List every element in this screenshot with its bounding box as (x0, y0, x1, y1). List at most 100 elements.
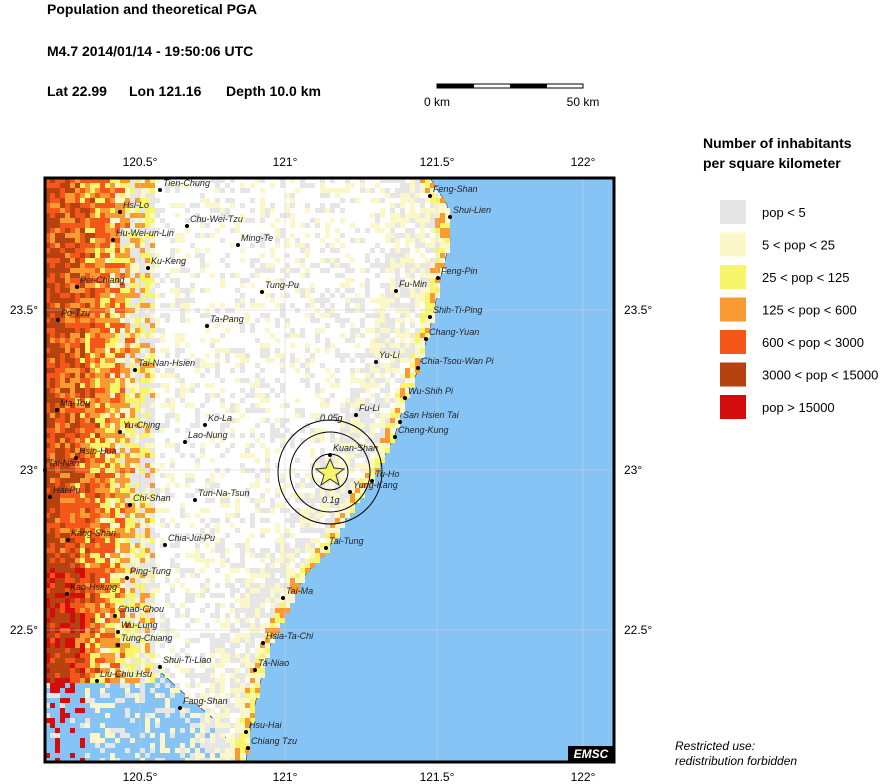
population-cell (205, 668, 210, 673)
population-cell (345, 178, 350, 183)
population-cell (130, 263, 135, 268)
population-cell (265, 653, 270, 658)
population-cell (125, 643, 130, 648)
population-cell (95, 473, 100, 478)
population-cell (285, 608, 290, 613)
population-cell (410, 363, 415, 368)
population-cell (160, 488, 165, 493)
population-cell (335, 533, 340, 538)
population-cell (240, 558, 245, 563)
population-cell (255, 618, 260, 623)
population-cell (400, 278, 405, 283)
population-cell (175, 533, 180, 538)
population-cell (95, 638, 100, 643)
population-cell (90, 473, 95, 478)
population-cell (140, 618, 145, 623)
population-cell (415, 298, 420, 303)
population-cell (290, 598, 295, 603)
city-dot (75, 285, 79, 289)
population-cell (205, 673, 210, 678)
population-cell (220, 718, 225, 723)
population-cell (105, 728, 110, 733)
population-cell (245, 633, 250, 638)
population-cell (330, 518, 335, 523)
population-cell (220, 683, 225, 688)
population-cell (180, 753, 185, 758)
population-cell (405, 358, 410, 363)
population-cell (90, 223, 95, 228)
population-cell (145, 538, 150, 543)
population-cell (45, 273, 50, 278)
population-cell (110, 488, 115, 493)
population-cell (115, 658, 120, 663)
population-cell (165, 403, 170, 408)
population-cell (60, 568, 65, 573)
population-cell (125, 448, 130, 453)
population-cell (405, 288, 410, 293)
population-cell (315, 528, 320, 533)
population-cell (410, 288, 415, 293)
population-cell (320, 238, 325, 243)
population-cell (150, 378, 155, 383)
population-cell (145, 573, 150, 578)
population-cell (180, 338, 185, 343)
population-cell (370, 433, 375, 438)
population-cell (125, 358, 130, 363)
population-cell (200, 633, 205, 638)
population-cell (60, 288, 65, 293)
population-cell (145, 458, 150, 463)
population-cell (190, 443, 195, 448)
population-cell (80, 263, 85, 268)
population-cell (250, 703, 255, 708)
population-cell (245, 703, 250, 708)
population-cell (80, 248, 85, 253)
population-cell (205, 758, 210, 762)
population-cell (135, 223, 140, 228)
population-cell (90, 508, 95, 513)
population-cell (380, 178, 385, 183)
population-cell (130, 283, 135, 288)
population-cell (75, 708, 80, 713)
population-cell (195, 683, 200, 688)
population-cell (115, 458, 120, 463)
population-cell (115, 568, 120, 573)
population-cell (100, 583, 105, 588)
population-cell (115, 528, 120, 533)
population-cell (230, 523, 235, 528)
population-cell (175, 233, 180, 238)
population-cell (215, 758, 220, 762)
population-cell (305, 248, 310, 253)
population-cell (110, 678, 115, 683)
population-cell (85, 493, 90, 498)
population-cell (330, 528, 335, 533)
population-cell (335, 508, 340, 513)
population-cell (255, 598, 260, 603)
population-cell (75, 438, 80, 443)
population-cell (240, 358, 245, 363)
population-cell (315, 488, 320, 493)
population-cell (350, 268, 355, 273)
population-cell (100, 758, 105, 762)
population-cell (135, 433, 140, 438)
population-cell (345, 318, 350, 323)
population-cell (125, 248, 130, 253)
population-cell (125, 243, 130, 248)
population-cell (105, 338, 110, 343)
population-cell (55, 308, 60, 313)
population-cell (140, 678, 145, 683)
population-cell (70, 648, 75, 653)
population-cell (275, 348, 280, 353)
population-cell (135, 323, 140, 328)
population-cell (90, 368, 95, 373)
population-cell (115, 183, 120, 188)
population-cell (55, 738, 60, 743)
population-cell (115, 498, 120, 503)
population-cell (330, 523, 335, 528)
population-cell (120, 373, 125, 378)
population-cell (245, 693, 250, 698)
population-cell (250, 673, 255, 678)
population-cell (125, 333, 130, 338)
population-cell (120, 358, 125, 363)
population-cell (235, 753, 240, 758)
population-cell (240, 328, 245, 333)
